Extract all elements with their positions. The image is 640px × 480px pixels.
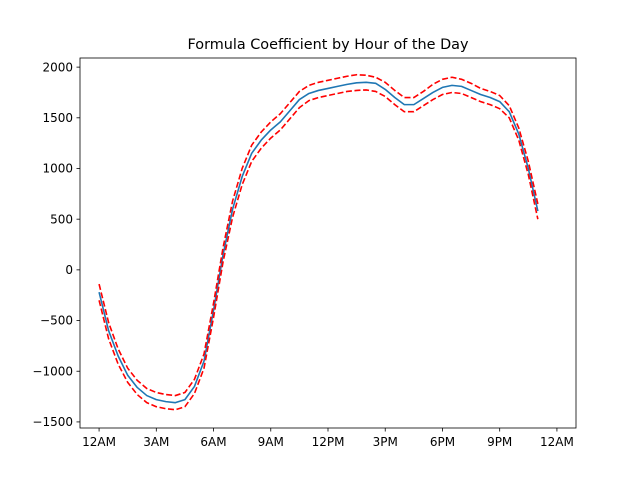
x-tick-label: 12PM (312, 435, 345, 449)
y-tick-label: 1500 (42, 111, 73, 125)
lower-bound-dashed-line (98, 89, 539, 411)
chart-title: Formula Coefficient by Hour of the Day (188, 37, 469, 53)
y-tick-label: −1500 (32, 415, 73, 429)
x-tick-label: 12AM (82, 435, 116, 449)
y-tick-label: −500 (40, 314, 73, 328)
series-layer (98, 73, 539, 411)
x-tick-label: 9PM (487, 435, 512, 449)
upper-bound-dashed-line (98, 73, 539, 397)
coefficient-line (98, 81, 539, 404)
x-tick-label: 6AM (200, 435, 226, 449)
ticks-layer: 12AM 3AM 6AM 9AM 12PM 3PM 6PM 9PM 12AM 2000 1500 10… (32, 60, 573, 449)
y-tick-label: 0 (65, 263, 73, 277)
x-tick-label: 6PM (430, 435, 455, 449)
y-tick-label: 2000 (42, 60, 73, 74)
y-tick-label: −1000 (32, 364, 73, 378)
y-tick-label: 1000 (42, 162, 73, 176)
x-tick-label: 12AM (540, 435, 574, 449)
x-tick-label: 3PM (373, 435, 398, 449)
plot-area-frame (79, 57, 577, 429)
y-tick-label: 500 (50, 212, 73, 226)
x-tick-label: 3AM (143, 435, 169, 449)
x-tick-label: 9AM (258, 435, 284, 449)
